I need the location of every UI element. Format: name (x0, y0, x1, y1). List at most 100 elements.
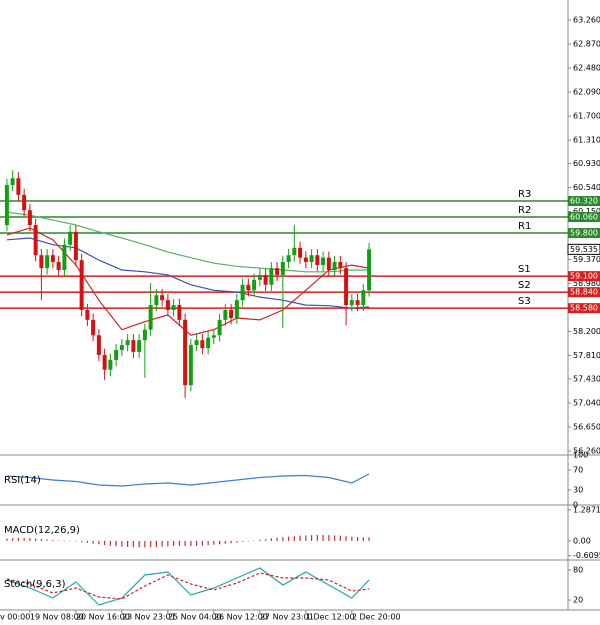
macd-bar (46, 539, 48, 541)
macd-bar (259, 539, 261, 541)
stoch-line (6, 572, 370, 600)
x-tick-label: 19 Nov 08:00 (30, 613, 84, 622)
macd-bar (17, 537, 19, 541)
candle-body (240, 284, 245, 301)
candle-body (45, 255, 50, 269)
level-name: R1 (518, 221, 531, 232)
candle-body (349, 300, 354, 306)
macd-bar (23, 537, 25, 541)
macd-bar (322, 534, 324, 541)
candle-body (119, 345, 124, 351)
macd-bar (253, 540, 255, 541)
macd-bar (310, 535, 313, 541)
candle-body (292, 247, 297, 256)
candle-body (68, 231, 73, 245)
candle-body (252, 279, 257, 291)
level-label: 58.580 (570, 304, 598, 313)
macd-bar (368, 537, 370, 541)
candle-body (142, 329, 147, 341)
panel-label: MACD(12,26,9) (4, 525, 80, 536)
macd-bar (104, 540, 106, 546)
macd-bar (242, 540, 244, 542)
level-box (568, 228, 600, 239)
candle-body (286, 255, 291, 262)
candle-body (131, 340, 136, 352)
candle-body (62, 244, 67, 270)
y-tick-label: 80 (573, 566, 583, 575)
candle-body (73, 231, 78, 261)
y-tick-label: 57.040 (573, 398, 600, 407)
y-tick-label: 63.260 (573, 16, 600, 25)
y-tick-label: 61.310 (573, 136, 600, 145)
macd-bar (196, 540, 198, 547)
macd-bar (6, 538, 8, 541)
macd-bar (178, 540, 180, 546)
macd-bar (98, 540, 100, 545)
macd-bar (132, 540, 134, 548)
macd-bar (52, 539, 54, 541)
y-tick-label: 70 (573, 466, 583, 475)
candle-body (200, 340, 205, 349)
candle-body (355, 300, 360, 306)
candle-body (56, 261, 61, 270)
macd-bar (86, 540, 88, 543)
y-tick-label: 0.00 (573, 536, 591, 545)
macd-bar (299, 535, 301, 541)
y-tick-label: 62.090 (573, 88, 600, 97)
candle-body (125, 340, 130, 346)
macd-bar (58, 540, 60, 541)
candle-body (188, 345, 193, 386)
candle-body (171, 305, 176, 311)
candle-body (229, 310, 234, 319)
macd-bar (75, 540, 77, 542)
macd-bar (287, 536, 290, 541)
candle-body (269, 268, 274, 285)
y-tick-label: 0 (573, 501, 578, 510)
candle-body (108, 359, 113, 370)
candle-body (137, 340, 142, 352)
y-tick-label: 1.2871 (573, 505, 600, 514)
macd-bar (127, 540, 129, 547)
macd-bar (184, 540, 186, 547)
macd-bar (35, 538, 37, 541)
y-tick-label: 56.650 (573, 422, 600, 431)
macd-bar (247, 540, 249, 542)
y-tick-label: 57.810 (573, 351, 600, 360)
candle-body (194, 340, 199, 346)
level-box (568, 287, 600, 298)
macd-bar (115, 540, 117, 547)
candle-body (234, 300, 239, 319)
level-name: S2 (518, 280, 531, 291)
macd-bar (167, 540, 169, 547)
macd-bar (150, 540, 152, 548)
y-tick-label: 62.870 (573, 40, 600, 49)
macd-bar (224, 540, 226, 544)
candle-body (183, 319, 188, 386)
macd-bar (333, 535, 336, 541)
x-tick-label: 23 Nov 23:01 (122, 613, 176, 622)
candle-body (332, 261, 337, 270)
candle-body (33, 225, 38, 256)
macd-bar (356, 537, 359, 541)
macd-bar (328, 535, 330, 541)
candle-body (160, 295, 165, 301)
moving-average (6, 211, 370, 273)
candle-body (102, 354, 107, 370)
y-tick-label: 20 (573, 596, 583, 605)
level-label: 60.060 (570, 213, 598, 222)
y-tick-label: 56.260 (573, 446, 600, 455)
macd-bar (270, 538, 272, 541)
panel-label: RSI(14) (4, 475, 41, 486)
candle-body (223, 310, 228, 320)
macd-bar (201, 540, 203, 546)
candle-body (280, 261, 285, 275)
level-name: R2 (518, 205, 531, 216)
x-tick-label: 25 Nov 04:00 (168, 613, 222, 622)
y-tick-label: 58.980 (573, 279, 600, 288)
candle-body (217, 319, 222, 336)
level-label: 58.840 (570, 288, 598, 297)
x-tick-label: v 00:00 (0, 613, 30, 622)
candle-body (10, 178, 15, 186)
